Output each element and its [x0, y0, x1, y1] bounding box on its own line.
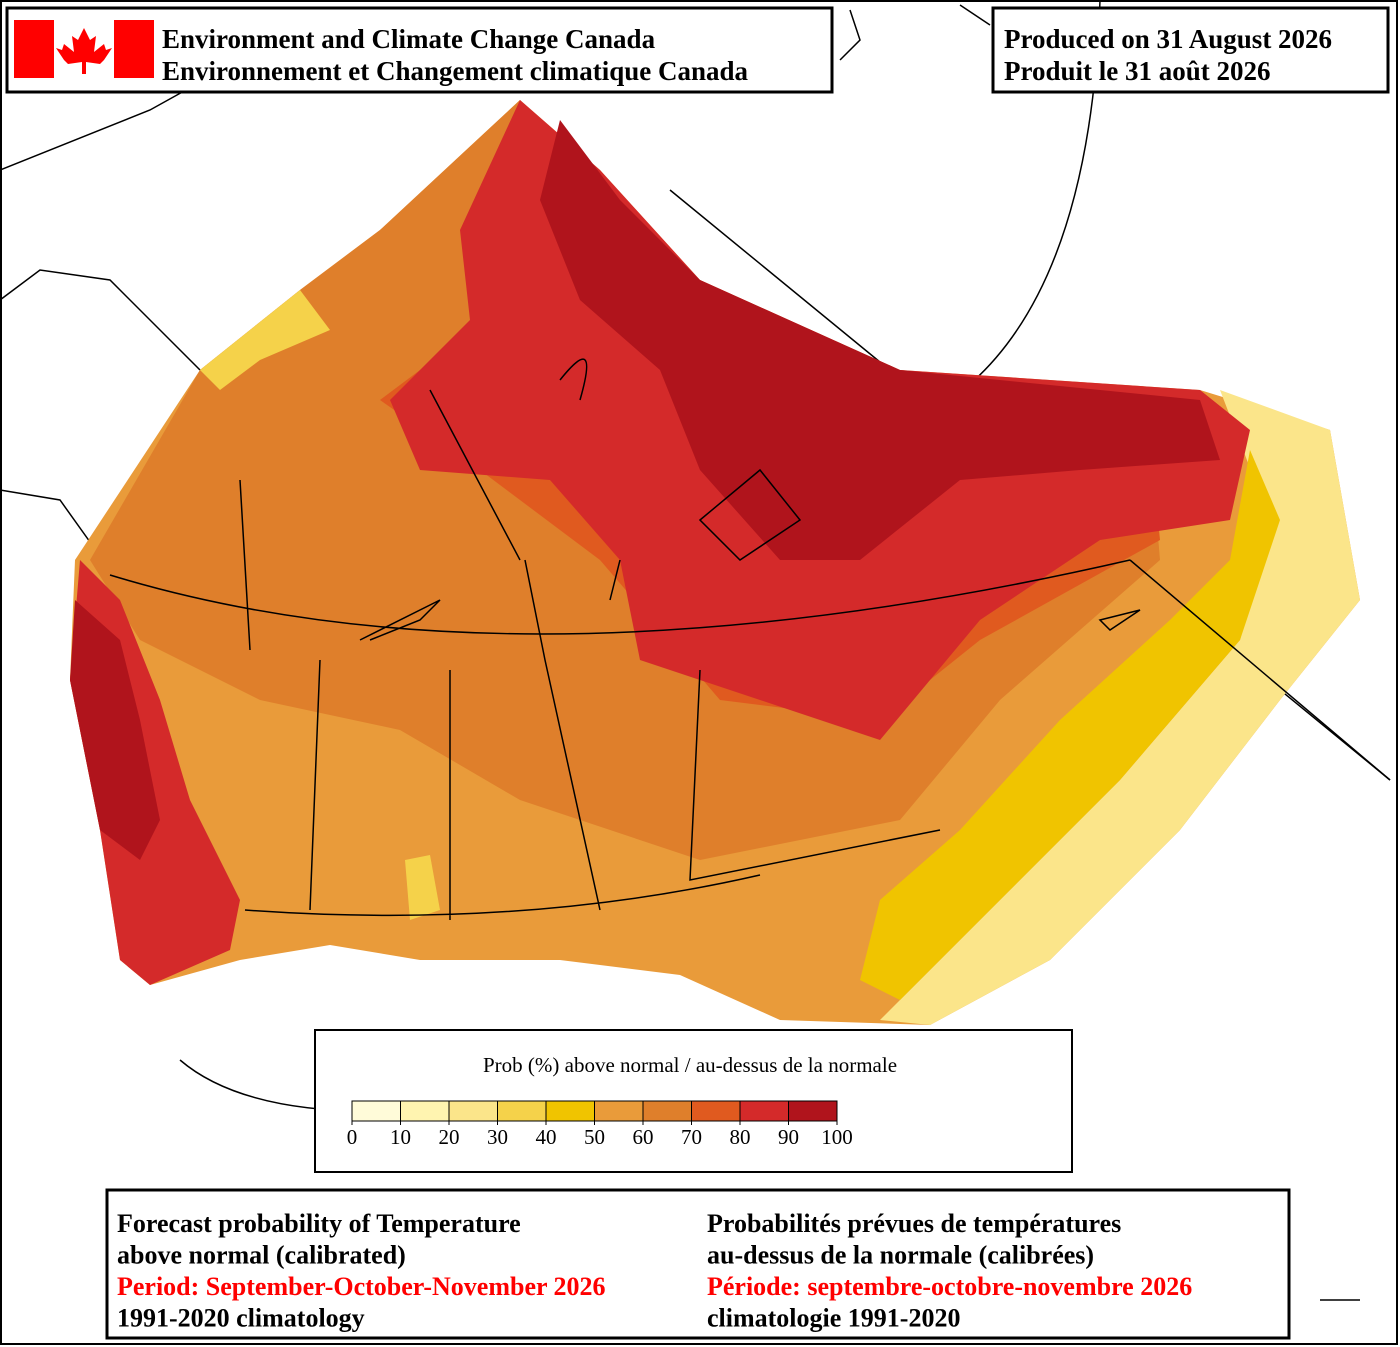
legend-tick-label: 100 — [821, 1125, 853, 1149]
caption-line: Probabilités prévues de températures — [707, 1209, 1121, 1238]
caption-line: Forecast probability of Temperature — [117, 1209, 521, 1238]
legend-swatch — [351, 1100, 401, 1122]
forecast-field — [70, 100, 1360, 1025]
produced-fr: Produit le 31 août 2026 — [1004, 56, 1271, 86]
caption-line: 1991-2020 climatology — [117, 1304, 365, 1333]
legend-tick-label: 80 — [730, 1125, 751, 1149]
legend-swatch — [594, 1100, 644, 1122]
produced-en: Produced on 31 August 2026 — [1004, 24, 1332, 54]
caption-line: Période: septembre-octobre-novembre 2026 — [707, 1272, 1192, 1301]
legend-tick-label: 20 — [439, 1125, 460, 1149]
legend-swatch — [739, 1100, 789, 1122]
legend-tick-label: 10 — [390, 1125, 411, 1149]
legend-swatch — [788, 1100, 838, 1122]
date-box — [991, 6, 1390, 94]
canada-flag — [14, 20, 154, 78]
legend-swatch — [642, 1100, 692, 1122]
caption-line: climatologie 1991-2020 — [707, 1304, 960, 1333]
province-borders — [109, 358, 1391, 920]
legend-title: Prob (%) above normal / au-dessus de la … — [483, 1053, 897, 1077]
agency-name-en: Environment and Climate Change Canada — [162, 24, 656, 54]
legend-tick-label: 0 — [347, 1125, 358, 1149]
legend-swatch — [400, 1100, 450, 1122]
caption-line: au-dessus de la normale (calibrées) — [707, 1241, 1094, 1270]
colorbar: 0 10 20 30 40 50 60 70 80 90 100 — [347, 1100, 853, 1149]
legend-swatch — [545, 1100, 595, 1122]
agency-name-fr: Environnement et Changement climatique C… — [162, 56, 749, 86]
legend-tick-label: 50 — [584, 1125, 605, 1149]
legend-tick-label: 30 — [487, 1125, 508, 1149]
legend-tick-label: 60 — [633, 1125, 654, 1149]
legend-tick-label: 40 — [536, 1125, 557, 1149]
legend-swatch — [497, 1100, 547, 1122]
legend-swatch — [448, 1100, 498, 1122]
caption: Forecast probability of Temperature above… — [117, 1209, 1192, 1333]
legend-tick-label: 90 — [778, 1125, 799, 1149]
legend-swatch — [691, 1100, 741, 1122]
caption-line: above normal (calibrated) — [117, 1241, 406, 1270]
caption-line: Period: September-October-November 2026 — [117, 1272, 606, 1301]
legend-tick-label: 70 — [681, 1125, 702, 1149]
caption-box — [105, 1188, 1291, 1340]
